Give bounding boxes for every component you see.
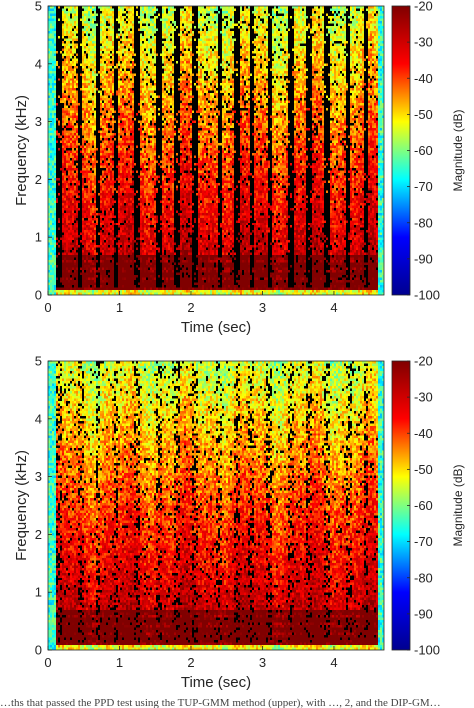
x-tick-label: 3 — [259, 300, 266, 315]
colorbar-tick-label: -90 — [414, 251, 433, 266]
x-tick-label: 3 — [259, 655, 266, 670]
x-axis-label: Time (sec) — [181, 319, 251, 336]
colorbar-tick-label: -70 — [414, 179, 433, 194]
spectrogram-image — [48, 6, 384, 295]
y-tick-label: 3 — [35, 114, 42, 129]
figure-caption: …ths that passed the PPD test using the … — [0, 698, 441, 708]
x-axis-label: Time (sec) — [181, 674, 251, 691]
y-axis-label: Frequency (kHz) — [13, 450, 30, 561]
colorbar-tick-label: -60 — [414, 143, 433, 158]
y-tick-label: 1 — [35, 230, 42, 245]
x-tick-label: 2 — [187, 655, 194, 670]
colorbar-tick-label: -70 — [414, 534, 433, 549]
spectrogram-image — [48, 361, 384, 650]
spectrogram-panel-lower: 0 1 2 3 4 0 1 2 3 4 5 Time (sec) Frequency (kHz) -20 -… — [13, 354, 465, 692]
colorbar-tick-label: -20 — [414, 0, 433, 14]
colorbar-tick-label: -40 — [414, 71, 433, 86]
colorbar-tick-label: -80 — [414, 570, 433, 585]
x-tick-label: 4 — [330, 300, 337, 315]
x-tick-label: 1 — [116, 300, 123, 315]
x-tick-label: 4 — [330, 655, 337, 670]
colorbar-label: Magnitude (dB) — [451, 109, 465, 191]
colorbar-tick-label: -100 — [414, 643, 440, 658]
colorbar-tick-label: -40 — [414, 426, 433, 441]
plot-frame — [47, 360, 385, 651]
y-tick-label: 5 — [35, 354, 42, 369]
colorbar-tick-label: -50 — [414, 462, 433, 477]
colorbar-tick-label: -100 — [414, 288, 440, 303]
y-tick-label: 2 — [35, 527, 42, 542]
y-tick-label: 1 — [35, 585, 42, 600]
y-tick-label: 2 — [35, 172, 42, 187]
y-tick-label: 5 — [35, 0, 42, 14]
y-tick-label: 0 — [35, 643, 42, 658]
x-tick-label: 0 — [44, 300, 51, 315]
spectrogram-panel-upper: 0 1 2 3 4 0 1 2 3 4 5 Time (sec) Frequency (kHz) -20 -… — [13, 0, 465, 336]
colorbar-tick-label: -90 — [414, 606, 433, 621]
x-tick-label: 1 — [116, 655, 123, 670]
colorbar-tick-label: -30 — [414, 35, 433, 50]
x-tick-label: 0 — [44, 655, 51, 670]
colorbar-label: Magnitude (dB) — [451, 464, 465, 546]
colorbar-tick-label: -80 — [414, 215, 433, 230]
colorbar-tick-label: -30 — [414, 390, 433, 405]
colorbar-tick-label: -50 — [414, 107, 433, 122]
y-axis-label: Frequency (kHz) — [13, 95, 30, 206]
x-tick-label: 2 — [187, 300, 194, 315]
colorbar-tick-label: -60 — [414, 498, 433, 513]
y-tick-label: 0 — [35, 288, 42, 303]
y-tick-label: 4 — [35, 411, 42, 426]
y-tick-label: 3 — [35, 469, 42, 484]
colorbar-tick-label: -20 — [414, 354, 433, 369]
y-tick-label: 4 — [35, 56, 42, 71]
plot-frame — [47, 5, 385, 296]
